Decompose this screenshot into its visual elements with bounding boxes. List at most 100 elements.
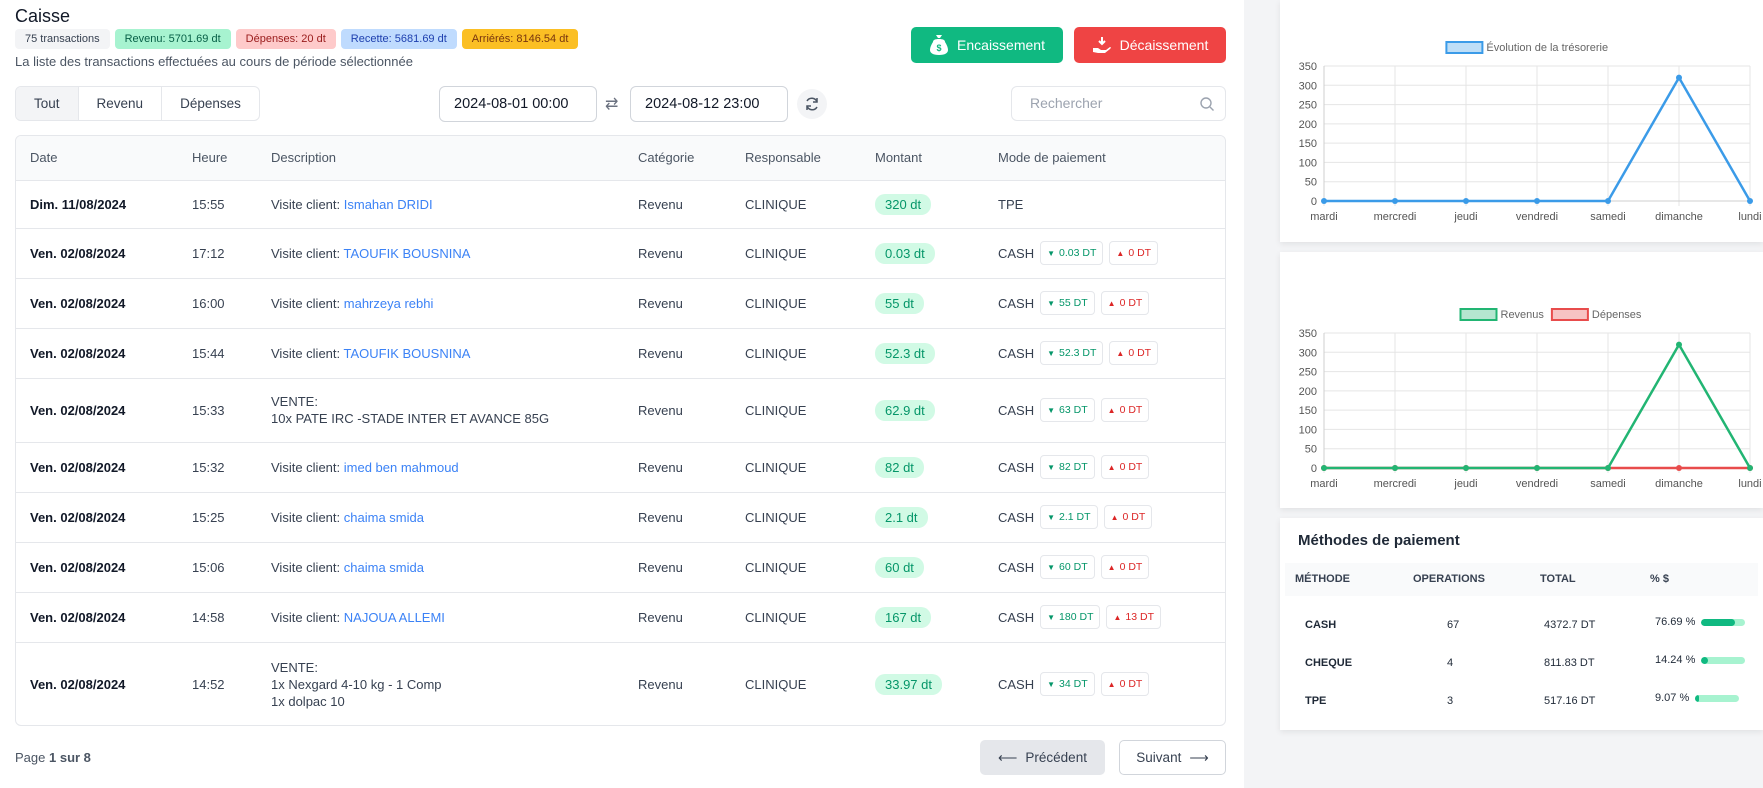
- cell-time: 15:32: [178, 442, 257, 493]
- previous-button[interactable]: ⟵ Précédent: [980, 740, 1105, 775]
- cell-payment: CASH ▼ 55 DT ▲ 0 DT: [984, 278, 1225, 329]
- table-row[interactable]: Ven. 02/08/2024 16:00 Visite client: mahrz…: [16, 278, 1225, 329]
- received-amount: 55 DT: [1059, 297, 1088, 309]
- payment-mode: CASH: [998, 509, 1035, 525]
- change-amount: 0 DT: [1119, 404, 1143, 416]
- client-link[interactable]: chaima smida: [343, 509, 424, 525]
- data-point: [1321, 198, 1327, 204]
- received-amount: 34 DT: [1059, 678, 1088, 691]
- payment-method-row: TPE 3 517.16 DT 9.07 %: [1285, 682, 1758, 722]
- cell-date: Ven. 02/08/2024: [16, 592, 178, 643]
- page-title: Caisse: [15, 6, 71, 26]
- client-link[interactable]: imed ben mahmoud: [343, 459, 459, 475]
- legend-label: Dépenses: [1592, 309, 1642, 321]
- table-row[interactable]: Ven. 02/08/2024 14:58 Visite client: NAJOU…: [16, 592, 1225, 643]
- cell-amount: 60 dt: [861, 542, 984, 593]
- next-button[interactable]: Suivant ⟶: [1119, 740, 1226, 775]
- amount-badge: 62.9 dt: [875, 399, 935, 421]
- y-tick-label: 150: [1299, 405, 1317, 417]
- next-label: Suivant: [1136, 750, 1182, 765]
- previous-label: Précédent: [1025, 750, 1087, 765]
- tab-revenu[interactable]: Revenu: [79, 87, 163, 120]
- table-row[interactable]: Ven. 02/08/2024 14:52 VENTE: 1x Nexgard 4-1…: [16, 642, 1225, 725]
- client-link[interactable]: TAOUFIK BOUSNINA: [343, 245, 471, 261]
- cell-date: Ven. 02/08/2024: [16, 542, 178, 593]
- data-point: [1605, 465, 1611, 471]
- caret-down-icon: ▼: [1047, 679, 1056, 689]
- payment-mode: CASH: [998, 609, 1035, 625]
- table-row[interactable]: Ven. 02/08/2024 15:25 Visite client: chaim…: [16, 492, 1225, 543]
- data-point: [1534, 198, 1540, 204]
- col-mode-paiement[interactable]: Mode de paiement: [984, 136, 1225, 181]
- cell-description: Visite client: NAJOUA ALLEMI: [257, 592, 624, 643]
- arrow-right-icon: ⟶: [1189, 749, 1209, 765]
- refresh-button[interactable]: [797, 89, 827, 119]
- cell-payment: CASH ▼ 34 DT ▲ 0 DT: [984, 642, 1225, 725]
- cell-responsible: CLINIQUE: [731, 228, 861, 279]
- encaissement-button[interactable]: $ Encaissement: [911, 27, 1063, 63]
- payment-mode: CASH: [998, 295, 1035, 311]
- change-chip: ▲ 0 DT: [1100, 398, 1150, 422]
- client-link[interactable]: NAJOUA ALLEMI: [343, 609, 445, 625]
- cell-responsible: CLINIQUE: [731, 542, 861, 593]
- client-link[interactable]: chaima smida: [343, 559, 424, 575]
- table-row[interactable]: Ven. 02/08/2024 15:33 VENTE: 10x PATE IRC -…: [16, 378, 1225, 443]
- col-heure[interactable]: Heure: [178, 136, 257, 181]
- col-categorie[interactable]: Catégorie: [624, 136, 731, 181]
- cell-category: Revenu: [624, 492, 731, 543]
- change-chip: ▲ 0 DT: [1100, 291, 1150, 315]
- cell-time: 14:58: [178, 592, 257, 643]
- table-row[interactable]: Ven. 02/08/2024 15:44 Visite client: TAOUF…: [16, 328, 1225, 379]
- x-tick-label: dimanche: [1655, 211, 1703, 223]
- cell-amount: 55 dt: [861, 278, 984, 329]
- pm-percent: 9.07 %: [1655, 692, 1690, 704]
- cell-amount: 167 dt: [861, 592, 984, 643]
- summary-badge: Arriérés: 8146.54 dt: [461, 29, 579, 49]
- caret-up-icon: ▲: [1107, 298, 1116, 308]
- description-prefix: Visite client:: [271, 459, 341, 475]
- cell-amount: 2.1 dt: [861, 492, 984, 543]
- tab-tout[interactable]: Tout: [16, 87, 79, 120]
- change-chip: ▲ 13 DT: [1106, 605, 1161, 629]
- client-link[interactable]: mahrzeya rebhi: [343, 295, 434, 311]
- received-chip: ▼ 34 DT: [1040, 672, 1095, 697]
- cell-description: Visite client: Ismahan DRIDI: [257, 180, 624, 229]
- payment-mode: CASH: [998, 459, 1035, 475]
- date-from-input[interactable]: 2024-08-01 00:00: [439, 86, 597, 122]
- y-tick-label: 0: [1311, 463, 1317, 475]
- table-row[interactable]: Ven. 02/08/2024 17:12 Visite client: TAOUF…: [16, 228, 1225, 279]
- y-tick-label: 250: [1299, 367, 1317, 379]
- pm-total: 517.16 DT: [1544, 695, 1596, 707]
- pm-col-total: TOTAL: [1540, 573, 1576, 585]
- description-prefix: Visite client:: [271, 345, 341, 361]
- cell-category: Revenu: [624, 328, 731, 379]
- client-link[interactable]: TAOUFIK BOUSNINA: [343, 345, 471, 361]
- cell-category: Revenu: [638, 676, 683, 692]
- table-row[interactable]: Ven. 02/08/2024 15:06 Visite client: chaim…: [16, 542, 1225, 593]
- amount-badge: 167 dt: [875, 606, 932, 628]
- x-tick-label: mercredi: [1374, 478, 1417, 490]
- cell-date: Dim. 11/08/2024: [16, 180, 178, 229]
- col-date[interactable]: Date: [16, 136, 178, 181]
- description-prefix: Visite client:: [271, 609, 341, 625]
- date-to-input[interactable]: 2024-08-12 23:00: [630, 86, 788, 122]
- col-description[interactable]: Description: [257, 136, 624, 181]
- table-row[interactable]: Ven. 02/08/2024 15:32 Visite client: imed …: [16, 442, 1225, 493]
- cell-description: Visite client: mahrzeya rebhi: [257, 278, 624, 329]
- tab-depenses[interactable]: Dépenses: [180, 96, 241, 111]
- col-responsable[interactable]: Responsable: [731, 136, 861, 181]
- cell-payment: CASH ▼ 63 DT ▲ 0 DT: [984, 378, 1225, 443]
- payment-methods-header: MÉTHODE OPERATIONS TOTAL % $: [1285, 563, 1758, 596]
- legend-label: Évolution de la trésorerie: [1486, 41, 1608, 54]
- col-montant[interactable]: Montant: [861, 136, 984, 181]
- y-tick-label: 50: [1305, 177, 1317, 189]
- search-input[interactable]: Rechercher: [1011, 86, 1226, 121]
- table-row[interactable]: Dim. 11/08/2024 15:55 Visite client: Ismah…: [16, 180, 1225, 229]
- caret-down-icon: ▼: [1047, 462, 1056, 472]
- amount-badge: 82 dt: [875, 456, 924, 478]
- data-point: [1392, 465, 1398, 471]
- client-link[interactable]: Ismahan DRIDI: [343, 196, 433, 212]
- payment-mode: CASH: [998, 559, 1035, 575]
- cell-amount: 62.9 dt: [861, 378, 984, 443]
- decaissement-button[interactable]: Décaissement: [1074, 27, 1226, 63]
